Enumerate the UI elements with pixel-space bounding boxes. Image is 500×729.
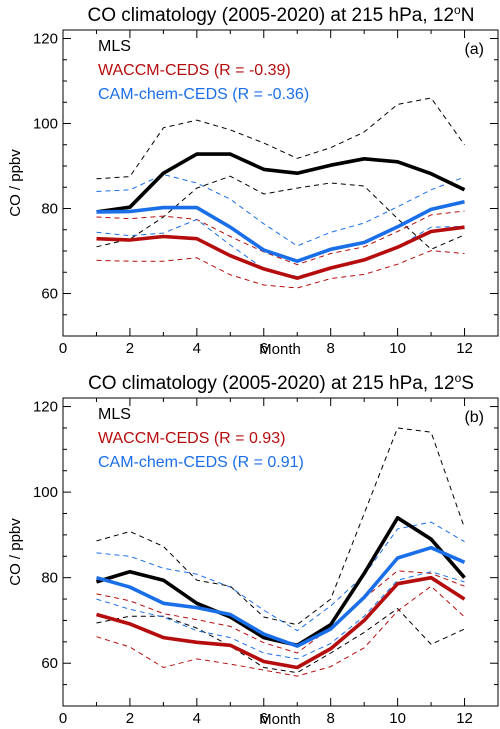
x-tick-label-a: 12 — [456, 340, 473, 357]
series-waccm-upper-b — [96, 570, 465, 654]
chart-title-a: CO climatology (2005-2020) at 215 hPa, 1… — [88, 3, 475, 26]
x-tick-label-a: 8 — [327, 340, 335, 357]
y-axis-label-a: CO / ppbv — [7, 149, 24, 217]
y-tick-label-b: 100 — [33, 484, 58, 501]
chart-title-b: CO climatology (2005-2020) at 215 hPa, 1… — [88, 371, 474, 394]
plot-frame-a — [62, 29, 499, 337]
series-mls-lower-b — [96, 607, 465, 674]
panel-b: CO climatology (2005-2020) at 215 hPa, 1… — [7, 371, 499, 728]
plot-frame-b — [62, 397, 499, 707]
x-tick-label-b: 2 — [126, 710, 134, 727]
x-tick-label-a: 10 — [389, 340, 406, 357]
y-tick-label-a: 60 — [41, 286, 58, 303]
legend-a: MLS WACCM-CEDS (R = -0.39) CAM-chem-CEDS… — [98, 38, 309, 103]
series-camchem-lower-a — [96, 218, 465, 278]
x-tick-label-b: 8 — [327, 710, 335, 727]
x-axis-label-b: Month — [259, 711, 301, 728]
x-tick-label-a: 4 — [193, 340, 201, 357]
x-axis-label-a: Month — [259, 341, 301, 358]
series-waccm-lower-b — [96, 585, 465, 677]
y-tick-label-b: 80 — [41, 570, 58, 587]
series-mls-upper-a — [96, 97, 465, 180]
legend-mls-a: MLS — [98, 38, 131, 55]
legend-b: MLS WACCM-CEDS (R = 0.93) CAM-chem-CEDS … — [98, 406, 304, 471]
series-waccm-mean-a — [96, 225, 465, 281]
x-tick-label-a: 6 — [260, 340, 268, 357]
y-tick-label-b: 60 — [41, 655, 58, 672]
legend-waccm-a: WACCM-CEDS (R = -0.39) — [98, 62, 291, 79]
y-tick-label-b: 120 — [33, 399, 58, 416]
series-camchem-upper-b — [96, 521, 465, 632]
panel-a: CO climatology (2005-2020) at 215 hPa, 1… — [7, 3, 499, 358]
x-tick-label-a: 0 — [59, 340, 67, 357]
x-tick-label-b: 6 — [260, 710, 268, 727]
x-tick-label-b: 10 — [389, 710, 406, 727]
series-camchem-mean-a — [96, 199, 465, 264]
series-waccm-upper-a — [96, 210, 465, 266]
legend-mls-b: MLS — [98, 406, 131, 423]
y-tick-label-a: 120 — [33, 31, 58, 48]
series-mls-lower-a — [96, 175, 465, 250]
panel-label-b: (b) — [464, 409, 484, 426]
x-tick-label-b: 0 — [59, 710, 67, 727]
series-mls-mean-a — [96, 152, 466, 214]
series-waccm-lower-a — [96, 250, 465, 289]
x-tick-label-b: 12 — [456, 710, 473, 727]
series-camchem-lower-b — [96, 571, 465, 660]
y-axis-label-b: CO / ppbv — [7, 518, 24, 586]
y-tick-label-a: 80 — [41, 201, 58, 218]
series-mls-upper-b — [96, 427, 465, 626]
series-camchem-mean-b — [96, 545, 466, 648]
panel-label-a: (a) — [464, 41, 484, 58]
legend-camchem-b: CAM-chem-CEDS (R = 0.91) — [98, 454, 304, 471]
x-tick-label-b: 4 — [193, 710, 201, 727]
legend-camchem-a: CAM-chem-CEDS (R = -0.36) — [98, 86, 309, 103]
x-tick-label-a: 2 — [126, 340, 134, 357]
legend-waccm-b: WACCM-CEDS (R = 0.93) — [98, 430, 285, 447]
y-tick-label-a: 100 — [33, 116, 58, 133]
series-waccm-mean-b — [96, 575, 466, 670]
